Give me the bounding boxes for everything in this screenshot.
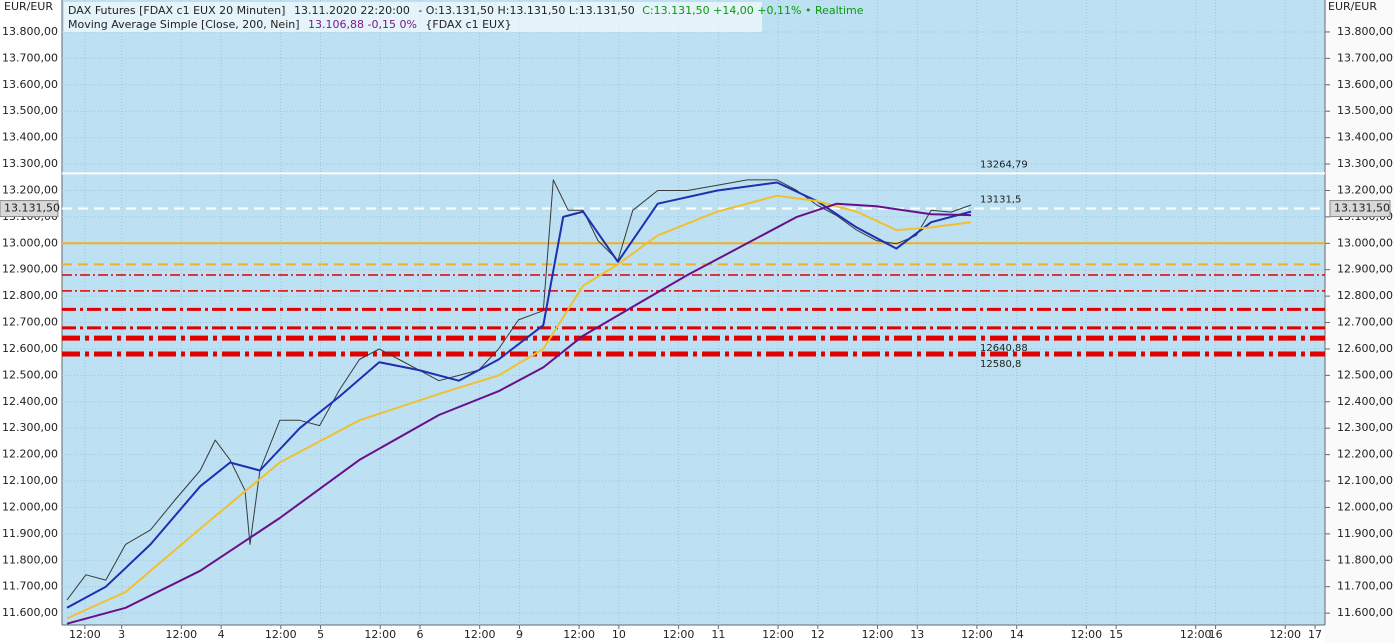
price-series xyxy=(66,202,972,625)
right-axis xyxy=(1325,0,1394,643)
x-tick-label: 6 xyxy=(417,628,424,641)
y-tick-label: 13.800,00 xyxy=(2,25,58,38)
x-tick-label: 12:00 xyxy=(69,628,101,641)
y-tick-label: 12.100,00 xyxy=(2,474,58,487)
header-line-2: Moving Average Simple [Close, 200, Nein]… xyxy=(68,18,512,31)
y-tick-label: 13.300,00 xyxy=(2,157,58,170)
y-tick-label-right: 12.400,00 xyxy=(1337,395,1393,408)
last-price-right: 13.131,50 xyxy=(1334,202,1390,215)
x-tick-label: 15 xyxy=(1109,628,1123,641)
y-tick-label-right: 12.500,00 xyxy=(1337,368,1393,381)
time: 13.11.2020 22:20:00 xyxy=(294,4,410,17)
last-price-box-right xyxy=(1329,200,1391,218)
y-tick-label: 13.200,00 xyxy=(2,183,58,196)
y-tick-label-right: 12.700,00 xyxy=(1337,316,1393,329)
price-level-label: 12640,88 xyxy=(980,343,1028,354)
y-tick-label: 12.500,00 xyxy=(2,368,58,381)
y-tick-label: 12.200,00 xyxy=(2,448,58,461)
x-tick-label: 5 xyxy=(317,628,324,641)
y-tick-label: 12.000,00 xyxy=(2,500,58,513)
y-tick-label: 12.700,00 xyxy=(2,316,58,329)
y-tick-label: 13.400,00 xyxy=(2,131,58,144)
plot-area xyxy=(62,0,1325,625)
y-tick-label-right: 12.900,00 xyxy=(1337,263,1393,276)
x-tick-label: 12:00 xyxy=(165,628,197,641)
x-tick-label: 11 xyxy=(711,628,725,641)
x-tick-label: 12:00 xyxy=(762,628,794,641)
price-level-label: 12580,8 xyxy=(980,359,1021,370)
x-tick-label: 12:00 xyxy=(663,628,695,641)
ohlc: - O:13.131,50 H:13.131,50 L:13.131,50 xyxy=(418,4,634,17)
last-price-left: 13.131,50 xyxy=(4,202,60,215)
price-level-label: 13264,79 xyxy=(980,159,1028,170)
x-tick-label: 12:00 xyxy=(862,628,894,641)
x-tick-label: 17 xyxy=(1308,628,1322,641)
x-tick-label: 12:00 xyxy=(1070,628,1102,641)
y-tick-label: 13.700,00 xyxy=(2,51,58,64)
y-tick-label-right: 13.200,00 xyxy=(1337,183,1393,196)
y-tick-label-right: 13.600,00 xyxy=(1337,78,1393,91)
y-tick-label: 13.000,00 xyxy=(2,236,58,249)
x-tick-label: 12:00 xyxy=(961,628,993,641)
x-tick-label: 12:00 xyxy=(563,628,595,641)
y-tick-label: 12.800,00 xyxy=(2,289,58,302)
y-tick-label: 12.300,00 xyxy=(2,421,58,434)
y-tick-label: 11.700,00 xyxy=(2,580,58,593)
y-tick-label: 13.500,00 xyxy=(2,104,58,117)
instrument: DAX Futures [FDAX c1 EUX 20 Minuten] xyxy=(68,4,285,17)
x-tick-label: 14 xyxy=(1010,628,1024,641)
x-tick-label: 9 xyxy=(516,628,523,641)
y-tick-label-right: 13.000,00 xyxy=(1337,236,1393,249)
x-tick-label: 3 xyxy=(118,628,125,641)
y-tick-label: 12.600,00 xyxy=(2,342,58,355)
y-tick-label-right: 13.400,00 xyxy=(1337,131,1393,144)
last-price-box-left xyxy=(0,200,59,218)
x-tick-label: 12 xyxy=(811,628,825,641)
x-tick-label: 12:00 xyxy=(464,628,496,641)
x-tick-label: 16 xyxy=(1209,628,1223,641)
x-tick-label: 12:00 xyxy=(1269,628,1301,641)
y-tick-label: 12.400,00 xyxy=(2,395,58,408)
x-tick-label: 4 xyxy=(218,628,225,641)
header-line-1: DAX Futures [FDAX c1 EUX 20 Minuten] 13.… xyxy=(68,4,864,17)
y-tick-label: 13.600,00 xyxy=(2,78,58,91)
y-tick-label: 11.600,00 xyxy=(2,606,58,619)
currency-right: EUR/EUR xyxy=(1328,0,1377,13)
y-tick-label-right: 12.800,00 xyxy=(1337,289,1393,302)
y-tick-label-right: 13.800,00 xyxy=(1337,25,1393,38)
price-series xyxy=(66,181,972,609)
price-level-label: 13131,5 xyxy=(980,195,1021,206)
indicator-source: {FDAX c1 EUX} xyxy=(425,18,511,31)
x-tick-label: 10 xyxy=(612,628,626,641)
y-tick-label-right: 13.500,00 xyxy=(1337,104,1393,117)
y-tick-label-right: 12.600,00 xyxy=(1337,342,1393,355)
x-tick-label: 12:00 xyxy=(364,628,396,641)
y-tick-label-right: 12.200,00 xyxy=(1337,448,1393,461)
y-tick-label: 12.900,00 xyxy=(2,263,58,276)
y-tick-label: 11.800,00 xyxy=(2,553,58,566)
y-tick-label-right: 11.700,00 xyxy=(1337,580,1393,593)
y-tick-label-right: 13.300,00 xyxy=(1337,157,1393,170)
indicator-value: 13.106,88 -0,15 0% xyxy=(308,18,417,31)
x-tick-label: 12:00 xyxy=(1180,628,1212,641)
y-tick-label: 11.900,00 xyxy=(2,527,58,540)
x-tick-label: 13 xyxy=(910,628,924,641)
header-box xyxy=(64,2,762,32)
indicator: Moving Average Simple [Close, 200, Nein] xyxy=(68,18,300,31)
y-tick-label-right: 12.300,00 xyxy=(1337,421,1393,434)
y-tick-label-right: 11.800,00 xyxy=(1337,553,1393,566)
close: C:13.131,50 +14,00 +0,11% • Realtime xyxy=(642,4,864,17)
currency-left: EUR/EUR xyxy=(4,0,53,13)
y-tick-label-right: 12.100,00 xyxy=(1337,474,1393,487)
y-tick-label-right: 12.000,00 xyxy=(1337,500,1393,513)
x-tick-label: 12:00 xyxy=(265,628,297,641)
y-tick-label-right: 11.900,00 xyxy=(1337,527,1393,540)
y-tick-label-right: 13.700,00 xyxy=(1337,51,1393,64)
price-series xyxy=(66,194,972,620)
y-tick-label-right: 11.600,00 xyxy=(1337,606,1393,619)
